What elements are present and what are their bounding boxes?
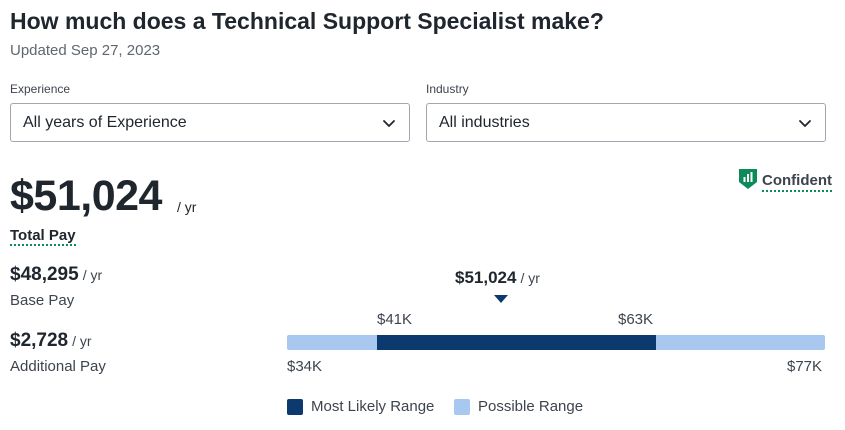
additional-pay-value: $2,728/ yr [10,330,92,352]
most-likely-range-bar [377,335,656,350]
total-pay-label[interactable]: Total Pay [10,227,76,246]
confidence-indicator[interactable]: Confident [738,168,832,195]
possible-swatch [454,398,470,415]
experience-select[interactable]: All years of Experience [10,103,410,142]
likely-high-label: $63K [618,311,654,328]
total-pay-value: $51,024 [10,172,162,220]
possible-high-label: $77K [787,358,823,375]
median-pay-unit: / yr [520,270,540,286]
confidence-shield-icon [738,168,758,195]
additional-pay-label: Additional Pay [10,358,106,375]
page-title: How much does a Technical Support Specia… [10,8,604,34]
additional-pay-amount: $2,728 [10,330,69,351]
legend-most-likely: Most Likely Range [287,398,434,415]
base-pay-unit: / yr [82,267,103,283]
most-likely-swatch [287,398,303,415]
updated-date: Updated Sep 27, 2023 [10,42,161,59]
experience-label: Experience [10,82,71,96]
industry-select-value: All industries [439,113,530,131]
possible-legend-label: Possible Range [478,398,584,415]
median-pay-marker: $51,024/ yr [455,268,540,288]
most-likely-legend-label: Most Likely Range [311,398,435,415]
base-pay-value: $48,295/ yr [10,264,102,286]
likely-low-label: $41K [377,311,413,328]
median-pay-value: $51,024 [455,268,517,287]
base-pay-label: Base Pay [10,292,75,309]
legend-possible: Possible Range [454,398,583,415]
chevron-down-icon [797,115,813,131]
industry-label: Industry [426,82,469,96]
median-marker-triangle [494,295,508,303]
experience-select-value: All years of Experience [23,113,187,131]
possible-low-label: $34K [287,358,323,375]
total-pay-unit: / yr [177,199,197,215]
industry-select[interactable]: All industries [426,103,826,142]
confidence-label: Confident [762,172,832,192]
base-pay-amount: $48,295 [10,264,79,285]
chevron-down-icon [381,115,397,131]
additional-pay-unit: / yr [72,333,92,349]
